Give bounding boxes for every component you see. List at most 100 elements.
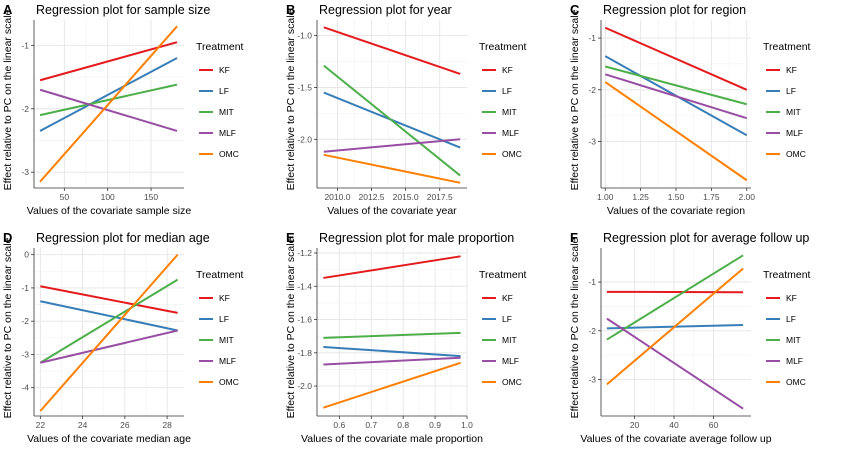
y-axis-label: Effect relative to PC on the linear scal…: [569, 9, 581, 190]
y-tick-label: -2: [588, 85, 596, 95]
legend-label-mlf: MLF: [219, 128, 236, 138]
legend-label-omc: OMC: [786, 377, 806, 387]
y-axis-label: Effect relative to PC on the linear scal…: [2, 9, 14, 190]
legend-label-mit: MIT: [786, 107, 801, 117]
series-line-omc: [606, 267, 744, 386]
y-tick-label: -1.5: [297, 82, 312, 92]
series-lines: [323, 26, 461, 184]
series-line-mit: [39, 278, 179, 364]
series-line-mlf: [606, 317, 744, 410]
minor-gridlines: [317, 20, 467, 188]
x-tick-label: 150: [144, 192, 158, 202]
legend-label-omc: OMC: [786, 149, 806, 159]
legend-label-kf: KF: [786, 65, 797, 75]
series-line-mit: [606, 254, 744, 341]
series-line-mit: [323, 331, 461, 339]
legend-title: Treatment: [763, 41, 811, 53]
legend-label-lf: LF: [219, 86, 229, 96]
panel-c: C Regression plot for region 1.00 1.25 1.50 1…: [569, 2, 811, 217]
y-axis-label: Effect relative to PC on the linear scal…: [285, 9, 297, 190]
x-tick-label: 40: [669, 420, 679, 430]
series-line-lf: [39, 57, 178, 132]
series-line-mit: [323, 64, 461, 177]
series-line-omc: [39, 25, 178, 183]
legend: Treatment KF LF MIT MLF OMC: [479, 269, 527, 387]
legend: Treatment KF LF MIT MLF OMC: [763, 41, 811, 159]
minor-gridlines: [601, 248, 751, 416]
x-tick-label: 1.50: [668, 192, 685, 202]
series-lines: [604, 26, 748, 182]
legend-label-lf: LF: [502, 86, 512, 96]
x-axis-label: Values of the covariate male proportion: [301, 433, 483, 445]
y-tick-label: -2: [21, 104, 29, 114]
legend-label-lf: LF: [786, 314, 796, 324]
x-tick-label: 26: [120, 420, 130, 430]
major-gridlines: [34, 248, 184, 416]
legend-label-omc: OMC: [502, 377, 522, 387]
legend-label-mlf: MLF: [219, 356, 236, 366]
panel-letter: C: [570, 2, 580, 17]
y-tick-label: -1.4: [297, 281, 312, 291]
legend-label-mlf: MLF: [502, 128, 519, 138]
legend: Treatment KF LF MIT MLF OMC: [196, 269, 244, 387]
series-line-mlf: [40, 329, 178, 364]
legend-label-lf: LF: [502, 314, 512, 324]
x-tick-label: 22: [36, 420, 46, 430]
x-tick-label: 1.75: [703, 192, 720, 202]
panel-a: A Regression plot for sample size 50 100 150…: [2, 2, 244, 217]
panel-title: Regression plot for average follow up: [603, 231, 809, 245]
legend-label-kf: KF: [786, 293, 797, 303]
series-line-kf: [39, 41, 178, 82]
panel-title: Regression plot for year: [319, 3, 452, 17]
y-tick-label: -1: [588, 33, 596, 43]
plot-area: [601, 248, 751, 416]
legend-label-omc: OMC: [219, 377, 239, 387]
major-gridlines: [317, 248, 468, 416]
x-tick-label: 0.7: [365, 420, 377, 430]
panel-e: E Regression plot for male proportion 0.6 0…: [285, 230, 527, 445]
legend-label-mit: MIT: [502, 107, 517, 117]
series-line-mlf: [323, 356, 461, 366]
series-line-omc: [323, 153, 461, 184]
legend: Treatment KF LF MIT MLF OMC: [479, 41, 527, 159]
series-line-mlf: [39, 88, 178, 132]
panel-letter: F: [570, 230, 578, 245]
legend-label-kf: KF: [219, 65, 230, 75]
x-tick-label: 20: [630, 420, 640, 430]
x-axis-label: Values of the covariate median age: [27, 433, 191, 445]
x-tick-label: 2012.5: [359, 192, 385, 202]
series-line-omc: [39, 253, 179, 412]
x-tick-label: 24: [78, 420, 88, 430]
x-tick-label: 2017.5: [427, 192, 453, 202]
x-tick-label: 100: [101, 192, 115, 202]
legend-label-lf: LF: [219, 314, 229, 324]
panel-title: Regression plot for median age: [36, 231, 210, 245]
y-tick-label: -1.6: [297, 315, 312, 325]
series-line-mit: [39, 83, 178, 117]
x-tick-label: 0.8: [397, 420, 409, 430]
series-lines: [39, 25, 178, 183]
x-tick-label: 2015.0: [393, 192, 419, 202]
panel-d: D Regression plot for median age 22 24 26 28 -…: [2, 230, 244, 445]
legend-label-omc: OMC: [219, 149, 239, 159]
y-tick-label: -1: [21, 283, 29, 293]
series-line-mlf: [604, 73, 748, 120]
x-tick-label: 2.00: [738, 192, 755, 202]
legend: Treatment KF LF MIT MLF OMC: [763, 269, 811, 387]
series-line-mlf: [323, 138, 461, 153]
y-tick-label: -3: [21, 167, 29, 177]
y-tick-label: -1.2: [297, 248, 312, 258]
y-tick-label: -1.0: [297, 31, 312, 41]
x-tick-label: 2010.0: [324, 192, 350, 202]
y-tick-label: -1: [588, 277, 596, 287]
x-axis-label: Values of the covariate region: [607, 205, 745, 217]
legend: Treatment KF LF MIT MLF OMC: [196, 41, 244, 159]
x-tick-label: 28: [162, 420, 172, 430]
legend-label-kf: KF: [502, 293, 513, 303]
legend-title: Treatment: [196, 269, 244, 281]
legend-label-lf: LF: [786, 86, 796, 96]
x-tick-label: 1.00: [597, 192, 614, 202]
legend-title: Treatment: [196, 41, 244, 53]
y-tick-label: -3: [21, 349, 29, 359]
